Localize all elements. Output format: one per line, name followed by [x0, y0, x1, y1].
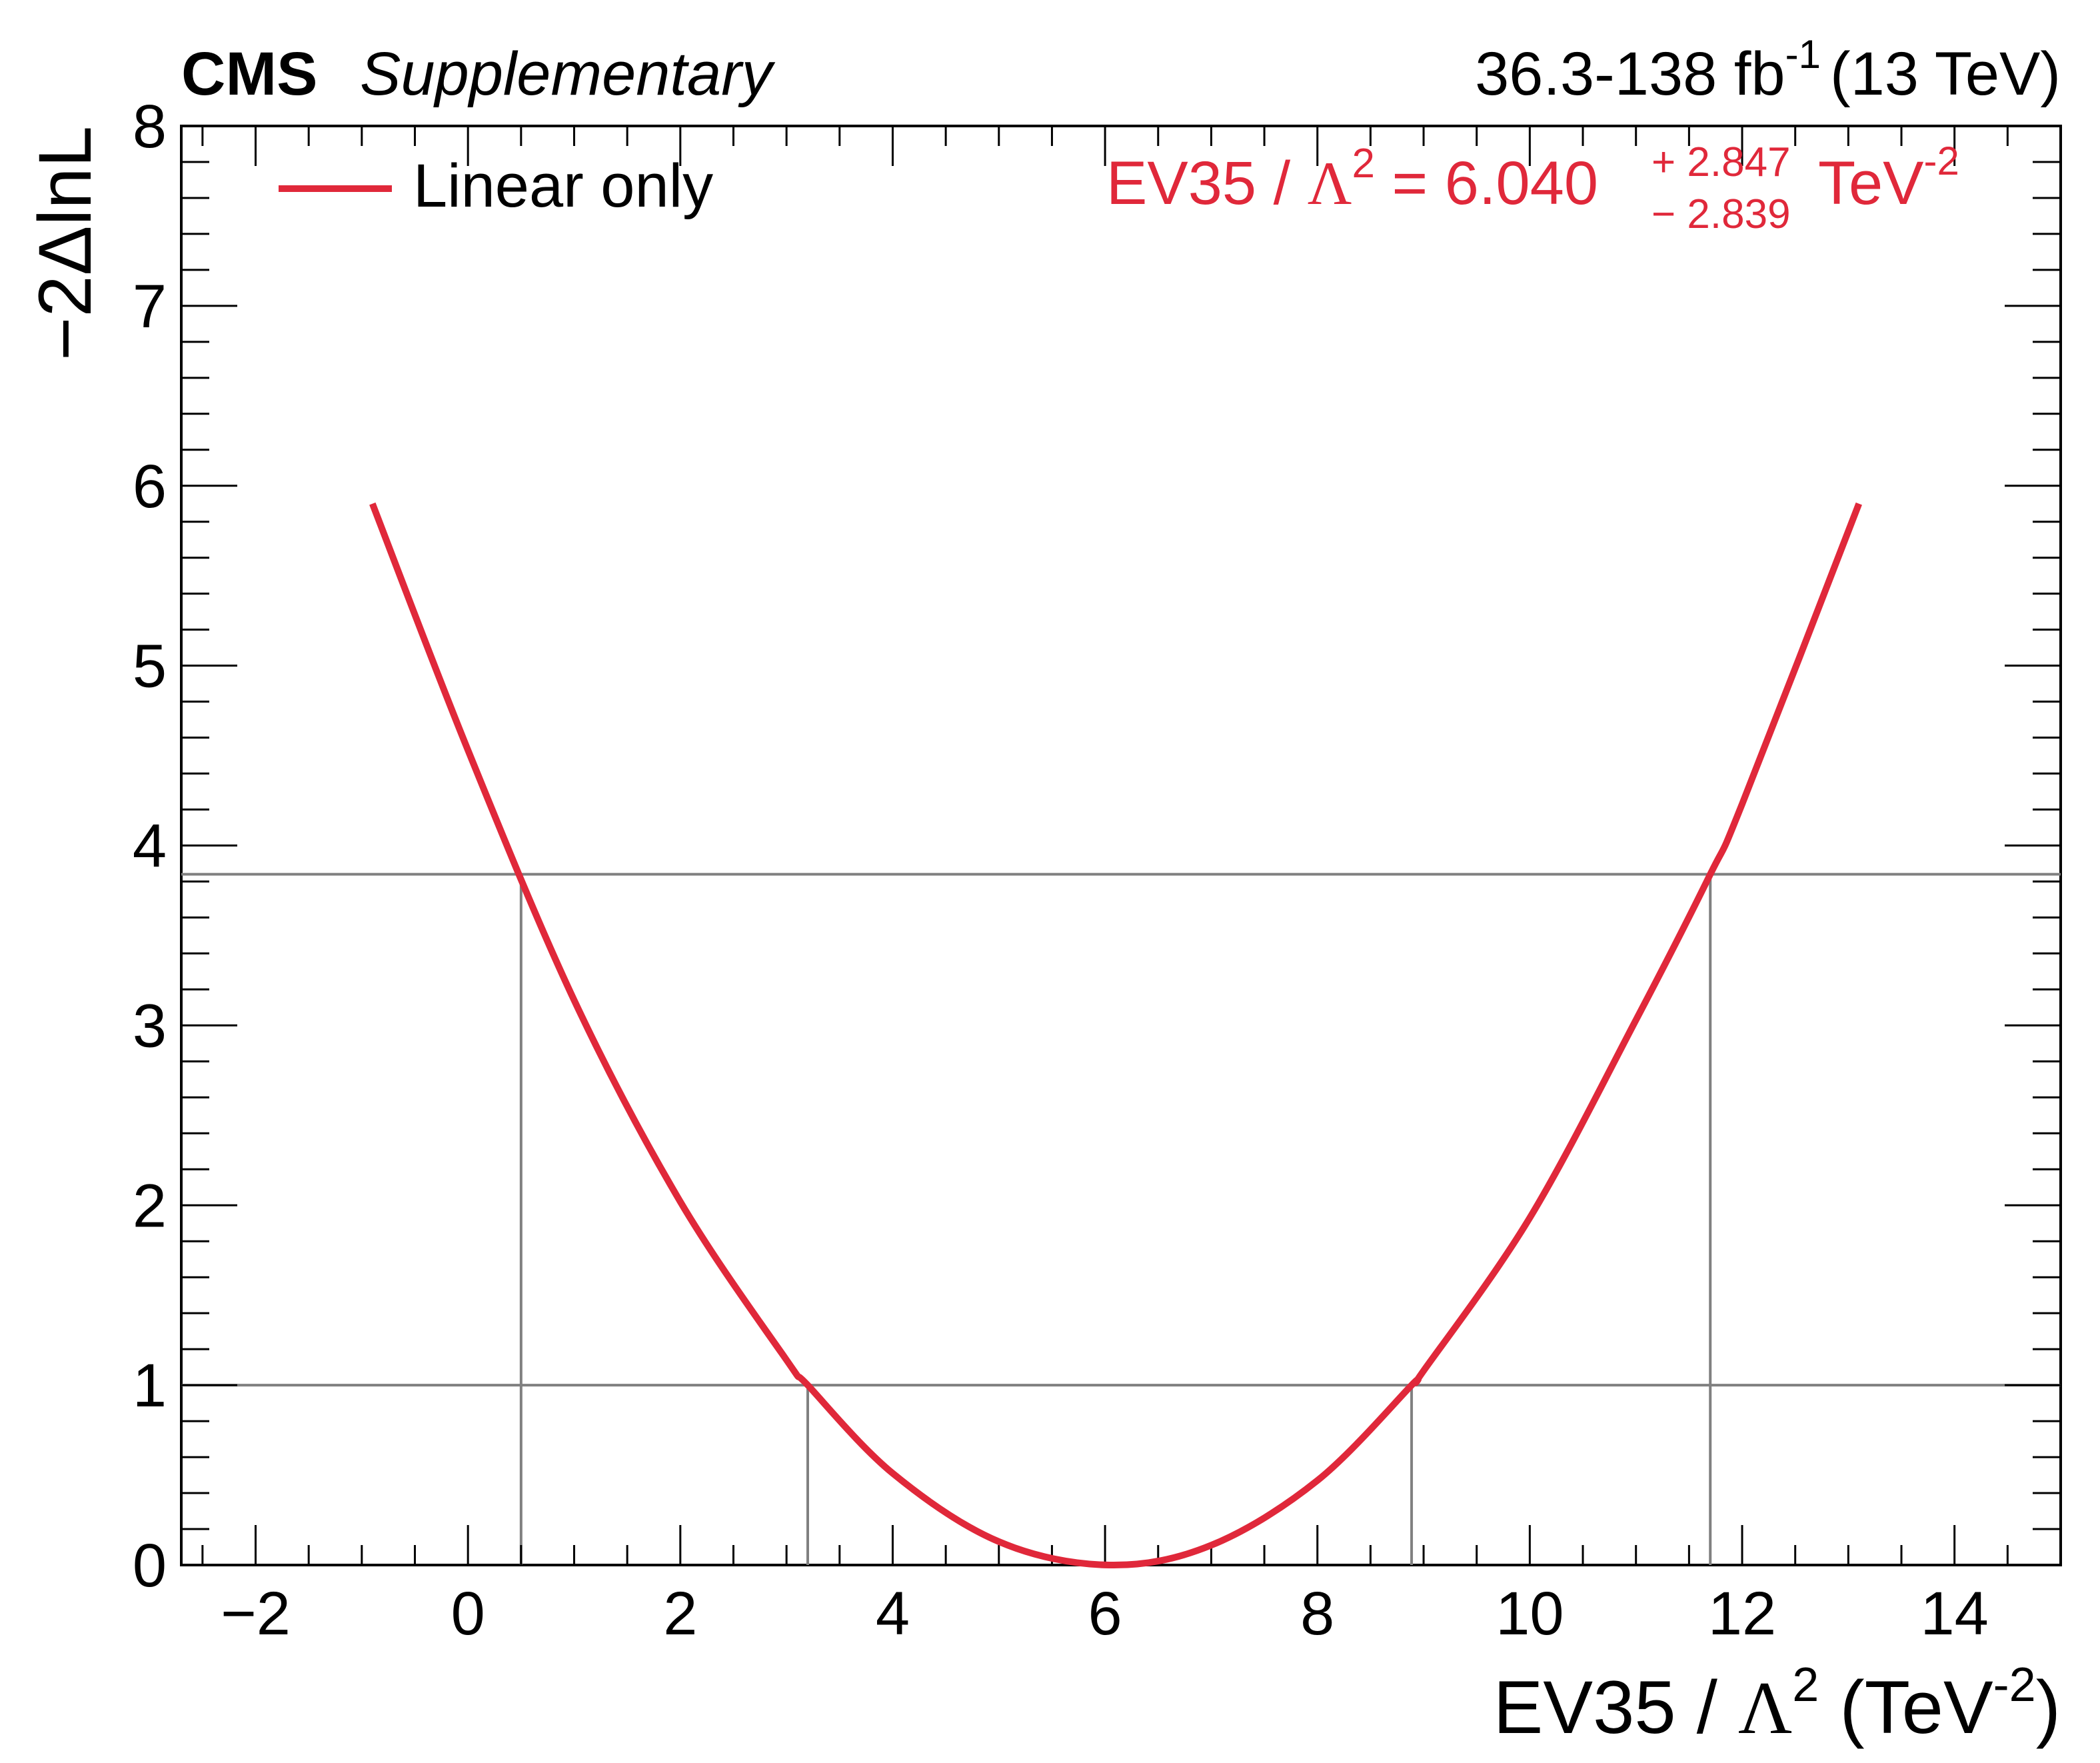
x-tick-label: 8 [1300, 1580, 1334, 1648]
fit-unit-base: TeV [1818, 149, 1924, 217]
x-title-unit: (TeV [1819, 1666, 1993, 1749]
fit-result: EV35 / Λ2 = 6.040 [1106, 141, 1598, 217]
y-tick-label: 7 [133, 273, 167, 341]
x-tick-label: 2 [663, 1580, 697, 1648]
x-tick-label: 0 [451, 1580, 485, 1648]
y-tick-label: 6 [133, 453, 167, 521]
x-axis-ticks: −2 0 2 4 6 8 10 12 14 [201, 126, 2062, 1648]
lumi-label: 36.3-138 fb-1 (13 TeV) [1475, 32, 2061, 108]
x-tick-label: 4 [876, 1580, 910, 1648]
fit-uncertainty-down: − 2.839 [1651, 191, 1791, 237]
y-tick-label: 8 [133, 93, 167, 161]
x-tick-label: −2 [221, 1580, 291, 1648]
fit-param: EV35 / [1106, 149, 1308, 217]
y-tick-label: 2 [133, 1172, 167, 1240]
lumi-value: 36.3-138 fb [1475, 40, 1785, 108]
energy-label: (13 TeV) [1830, 40, 2061, 108]
plot-frame [180, 125, 2062, 1566]
y-axis-title: −2ΔlnL [23, 126, 107, 361]
x-axis-title: EV35 / Λ2 (TeV-2) [1494, 1658, 2061, 1750]
y-tick-label: 1 [133, 1352, 167, 1420]
fit-value: = 6.040 [1375, 149, 1598, 217]
reference-lines [181, 873, 2061, 1565]
likelihood-curve [369, 502, 1862, 1569]
x-title-lambda: Λ [1738, 1667, 1792, 1750]
x-title-main: EV35 / [1494, 1666, 1738, 1749]
x-title-power: 2 [1792, 1658, 1819, 1712]
fit-power: 2 [1352, 141, 1374, 187]
x-tick-label: 14 [1921, 1580, 1989, 1648]
y-tick-label: 3 [133, 992, 167, 1060]
lumi-exponent: -1 [1785, 32, 1821, 77]
fit-uncertainty-up: + 2.847 [1651, 139, 1791, 185]
x-tick-label: 10 [1496, 1580, 1564, 1648]
y-tick-label: 5 [133, 633, 167, 701]
x-title-unit-exponent: -2 [1993, 1658, 2036, 1712]
legend-label: Linear only [413, 152, 713, 220]
x-tick-label: 12 [1708, 1580, 1776, 1648]
experiment-label: CMS [181, 40, 317, 108]
fit-lambda: Λ [1308, 149, 1352, 217]
fit-unit-exponent: -2 [1924, 139, 1959, 183]
status-label: Supplementary [360, 40, 776, 108]
y-tick-label: 0 [133, 1532, 167, 1600]
x-title-close: ) [2036, 1666, 2061, 1749]
fit-unit: TeV-2 [1818, 139, 1959, 217]
y-axis-ticks: 0 1 2 3 4 5 6 7 8 [133, 93, 2061, 1600]
y-tick-label: 4 [133, 813, 167, 881]
x-tick-label: 6 [1088, 1580, 1122, 1648]
